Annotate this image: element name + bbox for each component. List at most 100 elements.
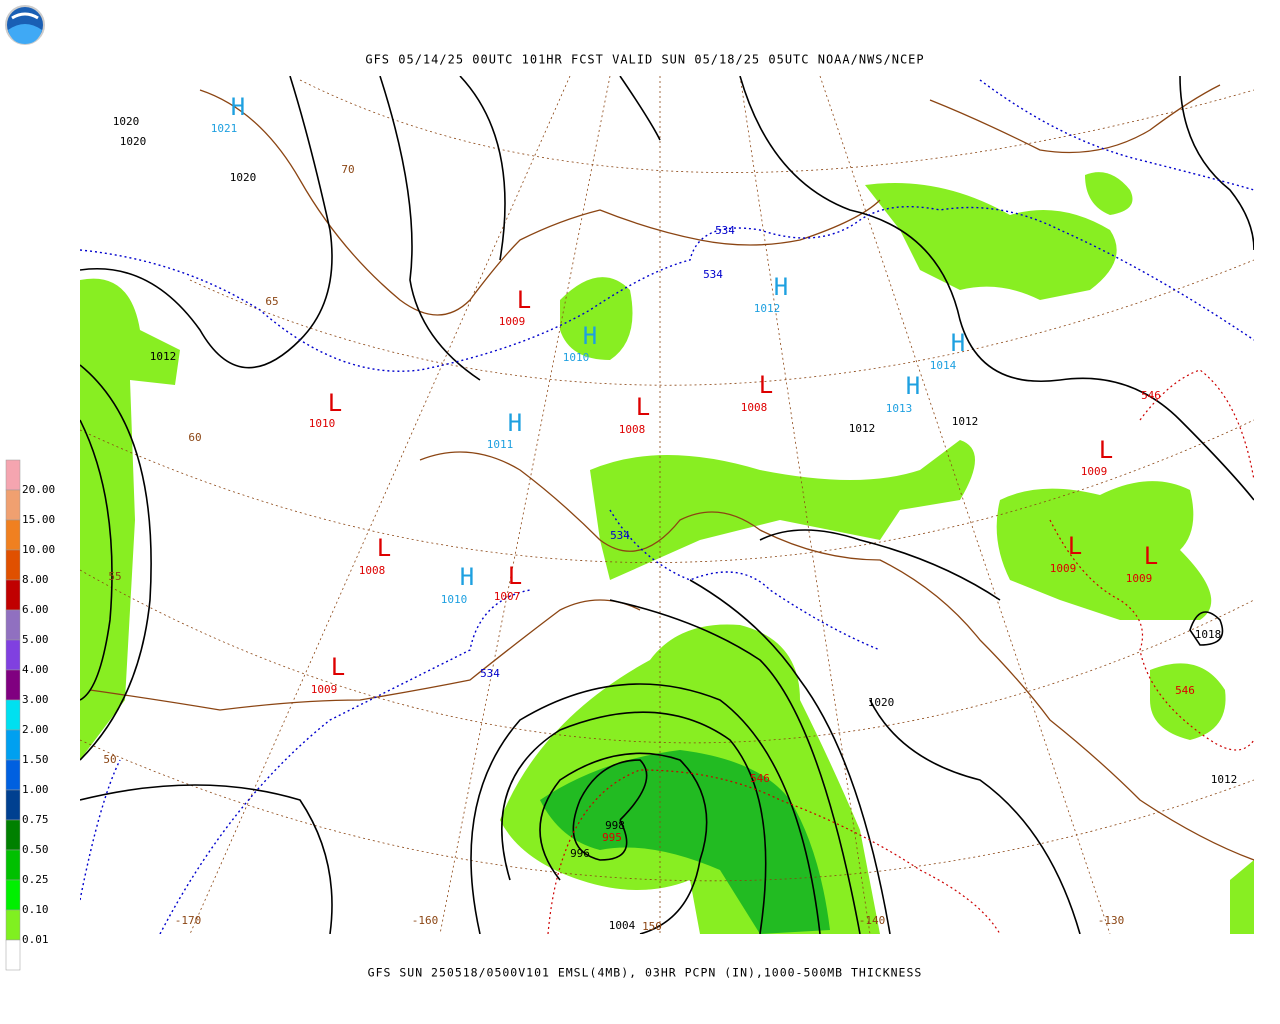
legend-swatch	[5, 819, 21, 851]
legend-label: 0.10	[22, 903, 49, 916]
contour-label: 1009	[499, 315, 526, 328]
legend-swatch	[5, 789, 21, 821]
contour-label: 1012	[1211, 773, 1238, 786]
precip-legend: 20.00 15.00 10.00 8.00 6.00 5.00 4.00 3.00 2.00 1…	[5, 459, 55, 971]
legend-swatch	[5, 609, 21, 641]
legend-label: 1.00	[22, 783, 49, 796]
contour-label: 1009	[1081, 465, 1108, 478]
legend-swatch	[5, 579, 21, 611]
contour-label: 70	[341, 163, 354, 176]
pressure-center: L	[1144, 542, 1158, 570]
contour-label: 1013	[886, 402, 913, 415]
contour-label: 534	[703, 268, 723, 281]
legend-label: 1.50	[22, 753, 49, 766]
pressure-center: H	[508, 409, 522, 437]
contour-label: 1008	[619, 423, 646, 436]
contour-label: 998	[605, 819, 625, 832]
pressure-center: L	[328, 389, 342, 417]
legend-swatch	[5, 879, 21, 911]
contour-label: -130	[1098, 914, 1125, 927]
map-title: GFS 05/14/25 00UTC 101HR FCST VALID SUN …	[365, 53, 924, 67]
legend-swatch	[5, 639, 21, 671]
contour-label: 1020	[868, 696, 895, 709]
contour-label: 1010	[563, 351, 590, 364]
legend-swatch	[5, 669, 21, 701]
map-labels: H10211020102010207065605550L1009H1010534…	[103, 93, 1237, 933]
contour-label: -140	[859, 914, 886, 927]
legend-swatch	[5, 459, 21, 491]
contour-label: 1009	[311, 683, 338, 696]
contour-label: 65	[265, 295, 278, 308]
pressure-center: L	[508, 562, 522, 590]
pressure-center: H	[906, 372, 920, 400]
legend-swatch	[5, 489, 21, 521]
contour-label: 1009	[1050, 562, 1077, 575]
contour-label: 50	[103, 753, 116, 766]
contour-label: 1012	[150, 350, 177, 363]
contour-label: 1020	[230, 171, 257, 184]
legend-label: 4.00	[22, 663, 49, 676]
contour-label: 1020	[113, 115, 140, 128]
legend-label: 10.00	[22, 543, 55, 556]
thickness-534	[80, 79, 1254, 934]
pressure-center: H	[951, 329, 965, 357]
contour-label: 546	[1141, 389, 1161, 402]
contour-label: 1008	[741, 401, 768, 414]
noaa-logo	[5, 5, 45, 45]
map-area	[80, 76, 1254, 934]
pressure-center: L	[1068, 532, 1082, 560]
contour-label: 150	[642, 920, 662, 933]
pressure-center: L	[759, 371, 773, 399]
pressure-center: H	[231, 93, 245, 121]
legend-label: 0.01	[22, 933, 49, 946]
contour-label: 1010	[309, 417, 336, 430]
contour-label: -170	[175, 914, 202, 927]
contour-label: 1021	[211, 122, 238, 135]
contour-label: 1009	[1126, 572, 1153, 585]
contour-label: 60	[188, 431, 201, 444]
contour-label: 534	[715, 224, 735, 237]
legend-label: 0.50	[22, 843, 49, 856]
contour-label: 1012	[849, 422, 876, 435]
legend-label: 2.00	[22, 723, 49, 736]
pressure-center: H	[583, 322, 597, 350]
pressure-center: L	[636, 393, 650, 421]
contour-label: 546	[1175, 684, 1195, 697]
legend-swatch	[5, 849, 21, 881]
contour-label: 1008	[359, 564, 386, 577]
contour-label: 546	[750, 772, 770, 785]
contour-label: 1004	[609, 919, 636, 932]
contour-label: 1010	[441, 593, 468, 606]
legend-swatch	[5, 909, 21, 941]
legend-swatch	[5, 519, 21, 551]
contour-label: 995	[602, 831, 622, 844]
legend-label: 0.25	[22, 873, 49, 886]
pressure-center: L	[1099, 436, 1113, 464]
legend-label: 5.00	[22, 633, 49, 646]
graticule	[80, 76, 1254, 934]
legend-swatch	[5, 759, 21, 791]
pressure-center: L	[331, 653, 345, 681]
legend-label: 0.75	[22, 813, 49, 826]
pressure-center: H	[774, 273, 788, 301]
contour-label: 1007	[494, 590, 521, 603]
legend-swatch	[5, 729, 21, 761]
pressure-center: L	[517, 286, 531, 314]
legend-swatch	[5, 549, 21, 581]
contour-label: -160	[412, 914, 439, 927]
contour-label: 534	[610, 529, 630, 542]
contour-label: 1018	[1195, 628, 1222, 641]
legend-label: 8.00	[22, 573, 49, 586]
legend-label: 6.00	[22, 603, 49, 616]
map-caption: GFS SUN 250518/0500V101 EMSL(4MB), 03HR …	[368, 966, 923, 980]
contour-label: 1014	[930, 359, 957, 372]
legend-label: 3.00	[22, 693, 49, 706]
contour-label: 1012	[952, 415, 979, 428]
pressure-center: L	[377, 534, 391, 562]
contour-label: 996	[570, 847, 590, 860]
legend-label: 15.00	[22, 513, 55, 526]
contour-label: 1020	[120, 135, 147, 148]
contour-label: 534	[480, 667, 500, 680]
contour-label: 1012	[754, 302, 781, 315]
legend-swatch	[5, 699, 21, 731]
